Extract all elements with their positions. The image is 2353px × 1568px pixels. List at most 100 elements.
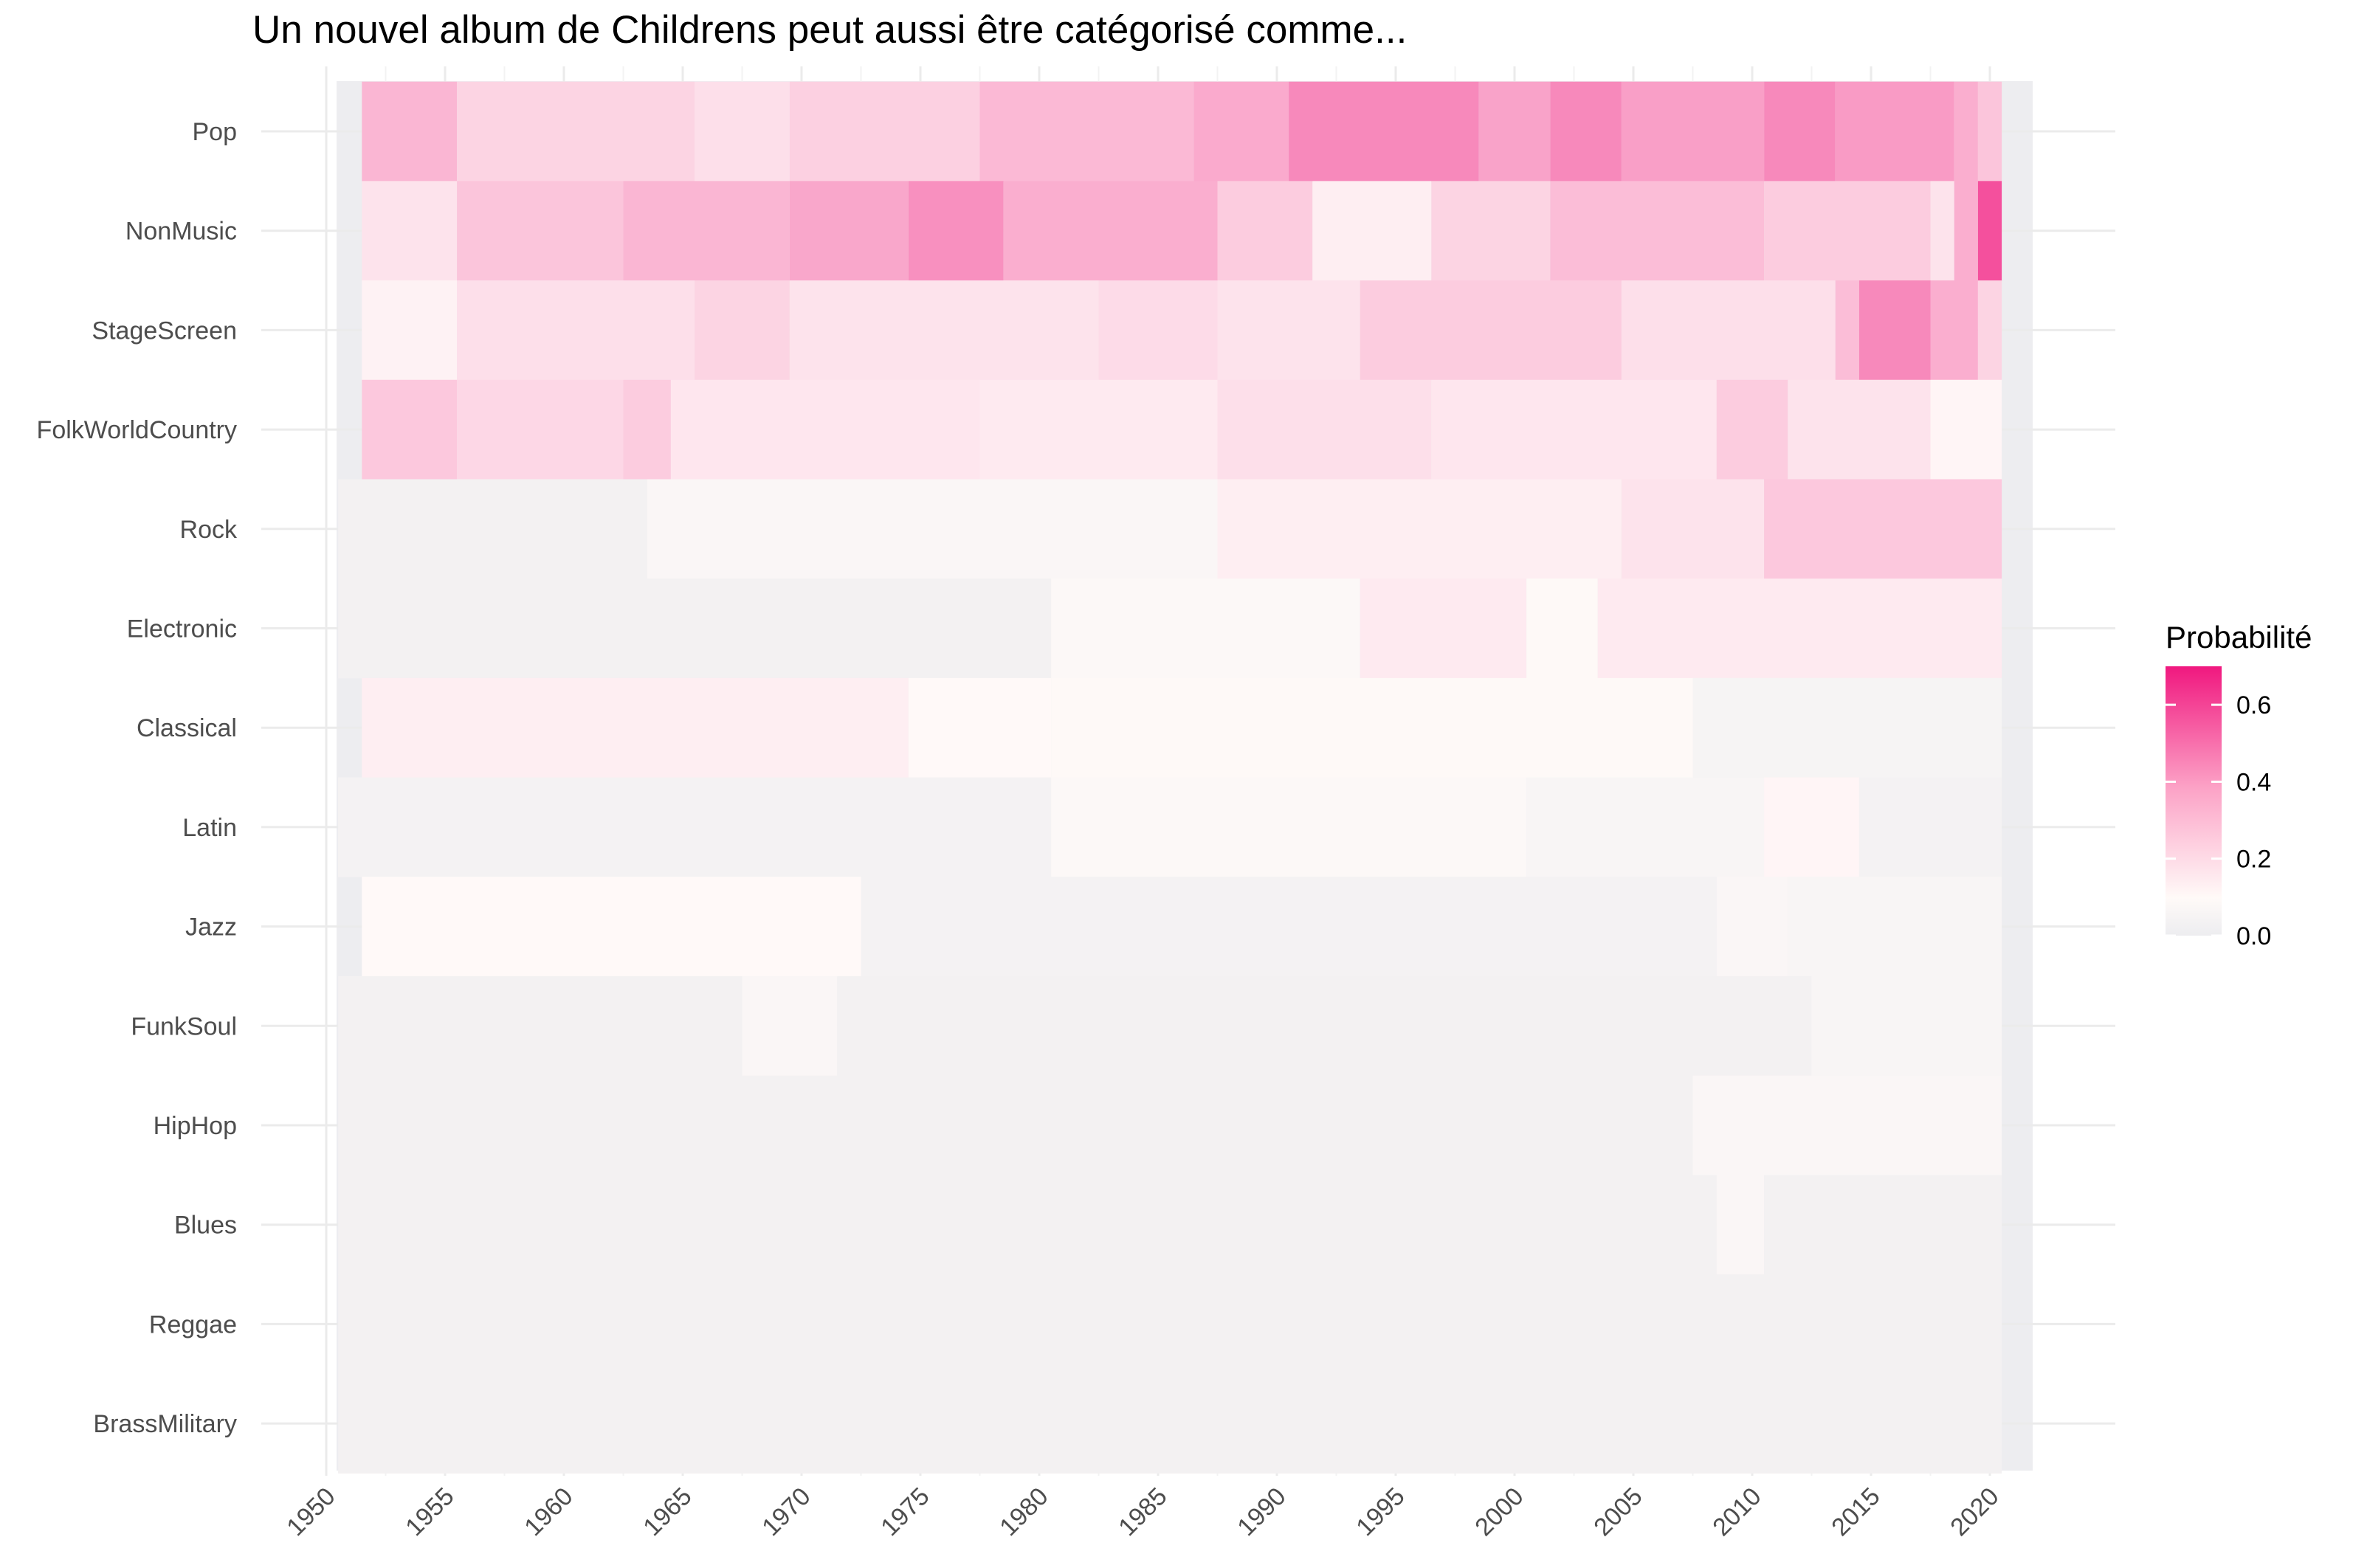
heatmap-cell-stagescreen <box>695 280 790 381</box>
heatmap-cell-jazz <box>1788 877 2002 977</box>
y-tick-label: Blues <box>174 1212 237 1240</box>
heatmap-cell-pop <box>695 81 790 182</box>
x-tick-label: 2010 <box>1707 1482 1766 1541</box>
heatmap-cell-nonmusic <box>1977 181 2002 281</box>
legend-title: Probabilité <box>2166 620 2312 655</box>
heatmap-cell-nonmusic <box>1930 181 1954 281</box>
x-tick-label: 2015 <box>1826 1482 1885 1541</box>
heatmap-cell-folkworldcountry <box>670 379 980 480</box>
x-tick-label: 1955 <box>400 1482 459 1541</box>
heatmap-cell-stagescreen <box>1858 280 1931 381</box>
heatmap-cell-stagescreen <box>457 280 695 381</box>
heatmap-cell-blues <box>1764 1175 2002 1275</box>
heatmap-cell-rock <box>1621 479 1765 579</box>
heatmap-cell-hiphop <box>338 1075 1693 1175</box>
heatmap-cell-nonmusic <box>1312 181 1432 281</box>
heatmap-cell-latin <box>1858 777 2002 877</box>
y-tick-label: Electronic <box>127 615 237 643</box>
heatmap-cell-nonmusic <box>789 181 909 281</box>
heatmap-cell-classical <box>1051 677 1693 778</box>
x-tick-label: 1975 <box>875 1482 934 1541</box>
heatmap-cell-reggae <box>338 1274 2002 1375</box>
heatmap-cell-classical <box>908 677 1052 778</box>
heatmap-cell-classical <box>362 677 909 778</box>
chart-title: Un nouvel album de Childrens peut aussi … <box>252 8 1408 52</box>
heatmap-cell-pop <box>1621 81 1765 182</box>
heatmap-cell-pop <box>1977 81 2002 182</box>
heatmap-cell-classical <box>1692 677 2002 778</box>
x-axis-labels: 1950 1955 1960 1965 1970 1975 1980 1985 1990 1995… <box>281 1482 2004 1541</box>
heatmap-cell-pop <box>1289 81 1479 182</box>
heatmap-cell-pop <box>1478 81 1551 182</box>
heatmap-cell-funksoul <box>742 975 838 1077</box>
heatmap-cell-funksoul <box>1811 975 2002 1077</box>
y-tick-label: FolkWorldCountry <box>37 416 237 444</box>
heatmap-cell-nonmusic <box>457 181 624 281</box>
heatmap-cell-jazz <box>861 877 1717 977</box>
legend-tick-label: 0.4 <box>2236 768 2271 796</box>
heatmap-cell-pop <box>979 81 1194 182</box>
legend-colorbar <box>2166 666 2222 936</box>
heatmap-cell-blues <box>1716 1175 1765 1275</box>
x-tick-label: 1995 <box>1351 1482 1410 1541</box>
heatmap-cell-rock <box>647 479 1218 579</box>
heatmap-cell-pop <box>457 81 695 182</box>
heatmap-cell-pop <box>1764 81 1836 182</box>
y-tick-label: FunkSoul <box>131 1012 237 1040</box>
x-tick-label: 1980 <box>994 1482 1053 1541</box>
heatmap-cell-rock <box>1217 479 1622 579</box>
heatmap-cell-rock <box>338 479 647 579</box>
heatmap-cell-electronic <box>1526 578 1598 679</box>
heatmap-cell-folkworldcountry <box>623 379 671 480</box>
heatmap-cell-jazz <box>1716 877 1788 977</box>
heatmap-cell-folkworldcountry <box>1716 379 1788 480</box>
heatmap-cell-latin <box>1051 777 1527 877</box>
heatmap-cell-latin <box>1764 777 1859 877</box>
x-tick-label: 1970 <box>757 1482 816 1541</box>
heatmap-cell-funksoul <box>338 975 743 1077</box>
x-tick-label: 1985 <box>1113 1482 1172 1541</box>
heatmap-cell-stagescreen <box>1835 280 1859 381</box>
heatmap-cell-stagescreen <box>1977 280 2002 381</box>
heatmap-cell-stagescreen <box>362 280 458 381</box>
y-tick-label: Latin <box>182 814 237 842</box>
heatmap-cell-jazz <box>362 877 861 977</box>
y-tick-label: Reggae <box>149 1310 237 1339</box>
heatmap-cell-nonmusic <box>1764 181 1931 281</box>
heatmap-cell-folkworldcountry <box>979 379 1218 480</box>
x-tick-label: 1990 <box>1232 1482 1291 1541</box>
heatmap-cell-pop <box>362 81 458 182</box>
heatmap-cell-nonmusic <box>1003 181 1218 281</box>
heatmap-cell-electronic <box>1597 578 2002 679</box>
heatmap-cell-nonmusic <box>908 181 1004 281</box>
x-tick-label: 1965 <box>638 1482 697 1541</box>
heatmap-cell-stagescreen <box>1217 280 1360 381</box>
heatmap-cell-folkworldcountry <box>1431 379 1717 480</box>
heatmap-cell-pop <box>1835 81 1954 182</box>
heatmap-cell-brassmilitary <box>338 1373 2002 1474</box>
y-tick-label: Rock <box>180 516 238 544</box>
heatmap-cell-folkworldcountry <box>1217 379 1432 480</box>
heatmap-cell-pop <box>789 81 980 182</box>
x-tick-label: 2000 <box>1470 1482 1529 1541</box>
heatmap-cells <box>338 81 2002 1474</box>
heatmap-cell-stagescreen <box>1930 280 1978 381</box>
heatmap-cell-nonmusic <box>1550 181 1765 281</box>
y-tick-label: Pop <box>193 118 238 146</box>
heatmap-cell-electronic <box>1051 578 1360 679</box>
heatmap-cell-stagescreen <box>1360 280 1622 381</box>
heatmap-cell-stagescreen <box>1098 280 1218 381</box>
y-tick-label: StageScreen <box>92 317 237 345</box>
heatmap-cell-latin <box>1526 777 1765 877</box>
y-axis-labels: Pop NonMusic StageScreen FolkWorldCountry Ro… <box>37 118 238 1438</box>
heatmap-cell-rock <box>1764 479 2002 579</box>
heatmap-cell-pop <box>1193 81 1289 182</box>
heatmap-cell-stagescreen <box>1621 280 1836 381</box>
heatmap-cell-stagescreen <box>789 280 1099 381</box>
legend-tick-label: 0.0 <box>2236 922 2271 950</box>
legend: Probabilité 0.6 0.4 0.2 0.0 <box>2166 620 2312 950</box>
y-tick-label: NonMusic <box>125 218 237 246</box>
legend-tick-label: 0.2 <box>2236 846 2271 874</box>
heatmap-cell-funksoul <box>837 975 1812 1077</box>
